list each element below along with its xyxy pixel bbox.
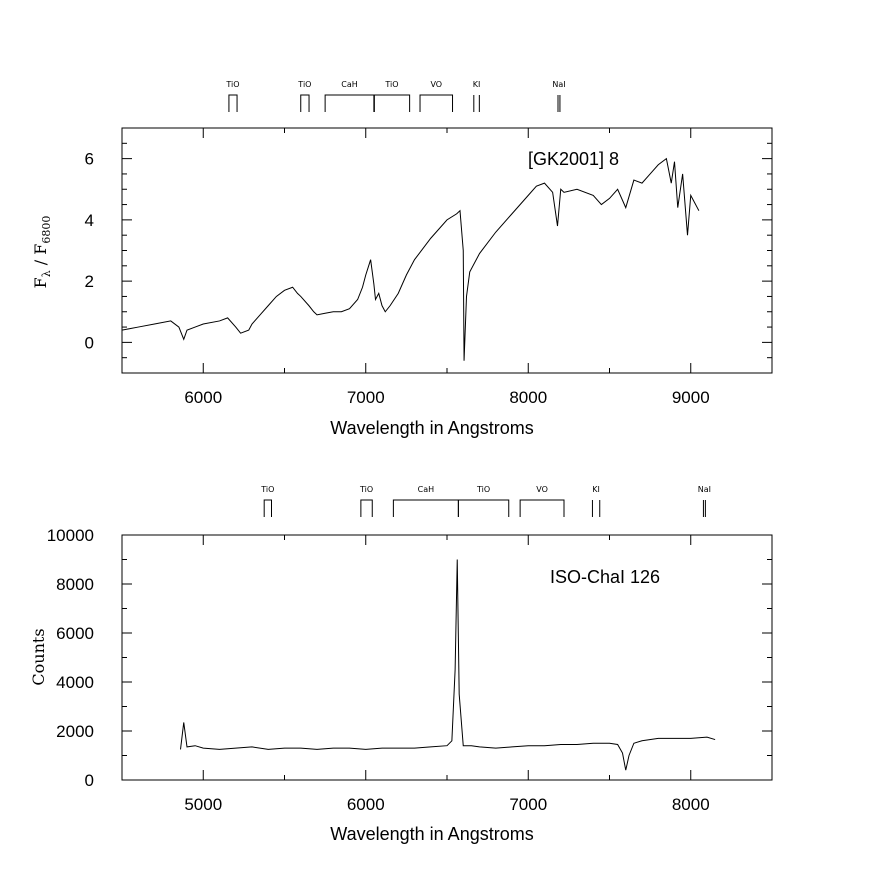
bottom-ytick-label: 10000 bbox=[47, 526, 94, 545]
top-band-bracket bbox=[419, 94, 454, 112]
top-ylabel-sub1: λ bbox=[40, 270, 53, 277]
top-x-axis-title: Wavelength in Angstroms bbox=[330, 418, 533, 438]
top-ytick-label: 2 bbox=[85, 272, 94, 291]
top-ytick-label: 4 bbox=[85, 211, 94, 230]
top-band-label: TiO bbox=[297, 80, 311, 89]
top-spectrum-line bbox=[121, 157, 700, 361]
top-axis-ticks: 6000 7000 8000 9000 0 2 4 6 bbox=[85, 127, 773, 407]
bottom-axis-ticks: 5000 6000 7000 8000 0 2000 4000 6000 8000 10000 bbox=[47, 526, 773, 814]
bottom-band-bracket bbox=[519, 499, 565, 517]
top-band-label: NaI bbox=[552, 80, 565, 89]
top-ylabel-sub2: 6800 bbox=[40, 216, 53, 244]
top-ytick-label: 0 bbox=[85, 333, 94, 352]
bottom-band-bracket bbox=[457, 499, 510, 517]
bottom-spectrum-panel: TiO TiO CaH TiO VO KI NaI 5000 6000 7000 8000 0 200… bbox=[29, 485, 773, 844]
bottom-band-bracket bbox=[392, 499, 459, 517]
top-band-label: KI bbox=[473, 80, 481, 89]
bottom-ytick-label: 2000 bbox=[56, 722, 94, 741]
top-ylabel-main: F bbox=[31, 277, 50, 288]
bottom-xtick-label: 7000 bbox=[509, 795, 547, 814]
top-band-bracket bbox=[324, 94, 375, 112]
bottom-band-markers: TiO TiO CaH TiO VO KI NaI bbox=[260, 485, 711, 517]
bottom-xtick-label: 8000 bbox=[672, 795, 710, 814]
bottom-ytick-label: 4000 bbox=[56, 673, 94, 692]
bottom-plot-frame bbox=[121, 534, 773, 781]
top-band-bracket bbox=[300, 94, 310, 112]
bottom-ytick-label: 6000 bbox=[56, 624, 94, 643]
top-y-axis-title: Fλ / F6800 bbox=[31, 216, 53, 289]
top-xtick-label: 8000 bbox=[509, 388, 547, 407]
bottom-band-label: CaH bbox=[418, 485, 435, 494]
top-spectrum-panel: TiO TiO CaH TiO VO KI NaI 6000 7000 8000 90000246… bbox=[31, 80, 773, 438]
bottom-band-label: TiO bbox=[476, 485, 490, 494]
top-band-label: TiO bbox=[225, 80, 239, 89]
top-ylabel-slash: / F bbox=[31, 244, 50, 271]
bottom-band-bracket bbox=[263, 499, 272, 517]
bottom-band-bracket bbox=[360, 499, 373, 517]
bottom-y-axis-title: Counts bbox=[29, 628, 48, 685]
top-band-label: CaH bbox=[341, 80, 358, 89]
top-band-label: TiO bbox=[384, 80, 398, 89]
bottom-ytick-label: 8000 bbox=[56, 575, 94, 594]
top-band-label: VO bbox=[430, 80, 442, 89]
bottom-x-axis-title: Wavelength in Angstroms bbox=[330, 824, 533, 844]
top-band-bracket bbox=[228, 94, 238, 112]
top-band-bracket bbox=[373, 94, 411, 112]
top-xtick-label: 9000 bbox=[672, 388, 710, 407]
bottom-band-label: NaI bbox=[698, 485, 711, 494]
top-annotation: [GK2001] 8 bbox=[528, 149, 619, 169]
top-band-markers: TiO TiO CaH TiO VO KI NaI bbox=[225, 80, 566, 112]
bottom-ytick-label: 0 bbox=[85, 771, 94, 790]
bottom-band-label: KI bbox=[592, 485, 600, 494]
bottom-xtick-label: 5000 bbox=[184, 795, 222, 814]
top-xtick-label: 7000 bbox=[347, 388, 385, 407]
top-xtick-label: 6000 bbox=[184, 388, 222, 407]
bottom-band-label: VO bbox=[536, 485, 548, 494]
bottom-band-label: TiO bbox=[359, 485, 373, 494]
bottom-xtick-label: 6000 bbox=[347, 795, 385, 814]
bottom-band-label: TiO bbox=[260, 485, 274, 494]
bottom-annotation: ISO-ChaI 126 bbox=[550, 567, 660, 587]
top-ytick-label: 6 bbox=[85, 150, 94, 169]
bottom-spectrum-line bbox=[180, 559, 716, 771]
